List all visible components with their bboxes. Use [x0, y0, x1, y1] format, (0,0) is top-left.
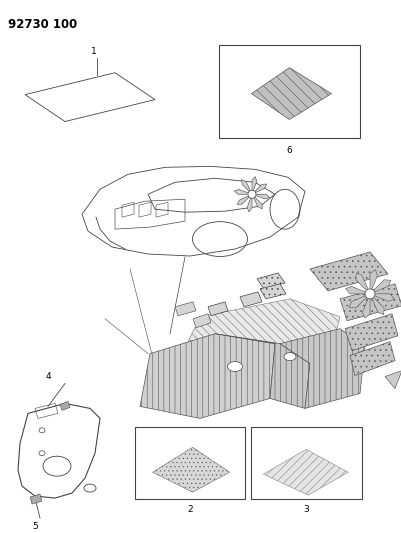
Polygon shape — [237, 194, 251, 205]
Ellipse shape — [283, 353, 295, 361]
Polygon shape — [180, 299, 339, 374]
Bar — [251, 427, 361, 499]
Text: 5: 5 — [32, 522, 38, 531]
Text: 4: 4 — [45, 372, 51, 381]
Polygon shape — [259, 284, 285, 299]
Text: 92730 100: 92730 100 — [8, 18, 77, 31]
Bar — [219, 45, 359, 138]
Ellipse shape — [39, 451, 45, 456]
Polygon shape — [279, 329, 364, 408]
Polygon shape — [369, 294, 383, 315]
Polygon shape — [251, 68, 330, 119]
Polygon shape — [30, 494, 42, 504]
Polygon shape — [256, 273, 284, 289]
Polygon shape — [251, 194, 262, 209]
Text: 1: 1 — [91, 47, 97, 56]
Polygon shape — [339, 284, 401, 321]
Polygon shape — [369, 280, 390, 294]
Polygon shape — [384, 370, 401, 389]
Polygon shape — [348, 294, 369, 308]
Text: 2: 2 — [187, 505, 192, 514]
Ellipse shape — [364, 289, 374, 299]
Polygon shape — [345, 286, 369, 294]
Polygon shape — [234, 189, 251, 194]
Polygon shape — [251, 184, 266, 194]
Ellipse shape — [247, 190, 255, 198]
Polygon shape — [344, 314, 397, 351]
Bar — [134, 427, 245, 499]
Polygon shape — [247, 194, 251, 212]
Polygon shape — [192, 314, 211, 328]
Polygon shape — [207, 302, 227, 316]
Polygon shape — [309, 252, 387, 291]
Polygon shape — [355, 273, 369, 294]
Polygon shape — [140, 334, 274, 418]
Ellipse shape — [227, 361, 242, 372]
Polygon shape — [60, 401, 70, 410]
Polygon shape — [241, 180, 251, 194]
Polygon shape — [349, 342, 394, 376]
Polygon shape — [251, 176, 256, 194]
Polygon shape — [369, 270, 377, 294]
Polygon shape — [263, 449, 347, 495]
Polygon shape — [239, 292, 261, 307]
Polygon shape — [152, 447, 229, 492]
Polygon shape — [369, 294, 393, 301]
Text: 6: 6 — [286, 146, 292, 155]
Text: 3: 3 — [303, 505, 309, 514]
Polygon shape — [251, 194, 269, 199]
Polygon shape — [215, 334, 309, 408]
Polygon shape — [174, 302, 196, 316]
Polygon shape — [362, 294, 369, 318]
Ellipse shape — [39, 428, 45, 433]
